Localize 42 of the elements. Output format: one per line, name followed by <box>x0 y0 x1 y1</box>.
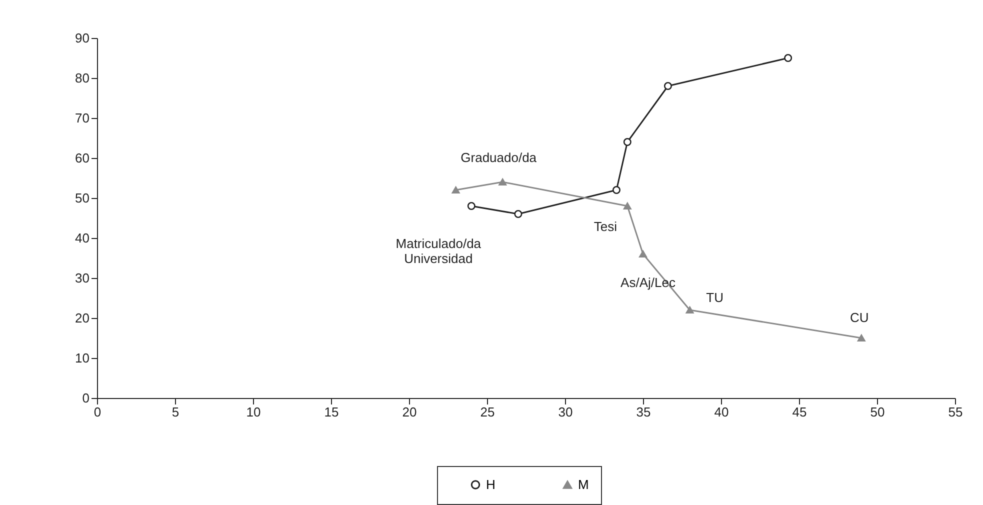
legend-label: M <box>578 476 589 492</box>
point <box>612 186 620 194</box>
y-tick-label: 10 <box>75 350 90 366</box>
y-tick-label: 20 <box>75 310 90 326</box>
x-tick-label: 25 <box>480 404 495 420</box>
annotation: Tesi <box>594 219 618 234</box>
x-tick-label: 5 <box>172 404 180 420</box>
point <box>514 210 522 218</box>
point <box>638 250 648 258</box>
y-tick-label: 0 <box>82 390 90 406</box>
x-tick-label: 15 <box>324 404 339 420</box>
x-tick-label: 35 <box>636 404 651 420</box>
y-tick-label: 30 <box>75 270 90 286</box>
point <box>686 306 694 314</box>
y-tick-label: 50 <box>75 190 90 206</box>
x-tick-label: 45 <box>792 404 807 420</box>
annotation: TU <box>706 290 724 305</box>
point <box>857 334 866 342</box>
x-tick-label: 0 <box>94 404 102 420</box>
legend-label: H <box>486 476 496 492</box>
y-tick-label: 90 <box>75 30 90 46</box>
annotation: As/Aj/Lec <box>620 275 676 290</box>
point <box>623 202 632 210</box>
annotation: CU <box>850 310 869 325</box>
y-tick-label: 60 <box>75 150 90 166</box>
x-tick-label: 55 <box>948 404 963 420</box>
y-tick-label: 40 <box>75 230 90 246</box>
x-tick-label: 30 <box>558 404 573 420</box>
x-tick-label: 40 <box>714 404 729 420</box>
point <box>664 82 672 90</box>
annotation: Matriculado/da Universidad <box>396 236 482 266</box>
y-tick-label: 80 <box>75 70 90 86</box>
point <box>452 186 460 194</box>
point <box>467 202 476 210</box>
x-tick-label: 10 <box>246 404 261 420</box>
x-tick-label: 20 <box>402 404 417 420</box>
x-tick-label: 50 <box>870 404 885 420</box>
annotation: Graduado/da <box>460 150 538 165</box>
y-tick-label: 70 <box>75 110 90 126</box>
point <box>498 178 507 186</box>
point <box>784 54 792 62</box>
point <box>623 138 632 146</box>
